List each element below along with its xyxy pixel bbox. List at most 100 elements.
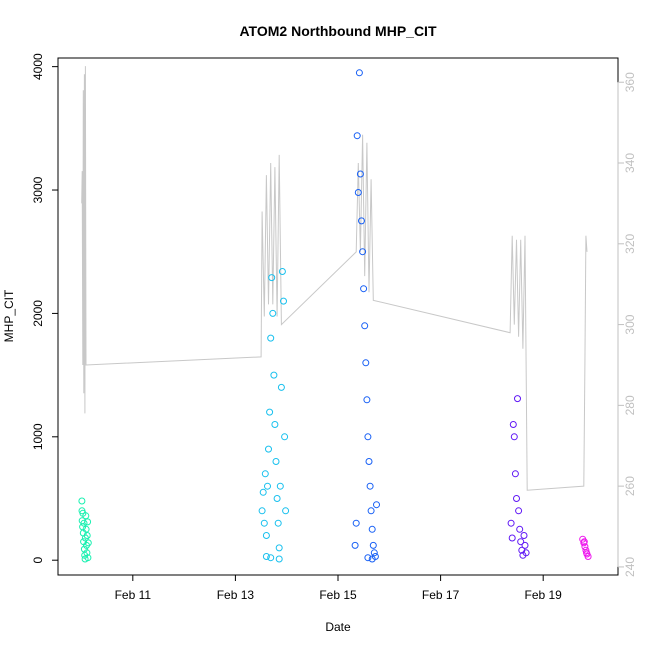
data-point-series-2 xyxy=(276,482,284,490)
x-axis: Feb 11 Feb 13 Feb 15 Feb 17 Feb 19 xyxy=(115,574,563,602)
y2-axis: 240 260 280 300 320 340 360 xyxy=(617,72,637,577)
data-point-series-3 xyxy=(356,170,364,178)
data-point-series-3 xyxy=(351,541,359,549)
data-point-series-2 xyxy=(267,334,275,342)
data-point-series-2 xyxy=(265,445,272,453)
data-point-series-2 xyxy=(272,458,280,465)
data-point-series-1 xyxy=(78,497,86,505)
data-point-series-4 xyxy=(507,519,515,527)
data-point-series-4 xyxy=(508,534,516,542)
data-point-series-1 xyxy=(80,519,88,527)
y-axis-label: MHP_CIT xyxy=(2,289,16,342)
data-point-series-2 xyxy=(271,421,279,428)
data-point-series-1 xyxy=(84,554,92,562)
data-points xyxy=(78,69,592,563)
data-point-series-2 xyxy=(268,274,276,282)
y2-tick-label: 300 xyxy=(623,314,637,334)
data-point-series-2 xyxy=(281,433,289,441)
data-point-series-4 xyxy=(510,433,518,441)
data-point-series-3 xyxy=(370,549,378,557)
data-point-series-1 xyxy=(84,518,92,526)
data-point-series-2 xyxy=(259,488,267,496)
data-point-series-2 xyxy=(280,297,287,305)
x-tick-label: Feb 15 xyxy=(319,588,357,602)
data-point-series-1 xyxy=(82,512,90,520)
data-point-series-2 xyxy=(266,408,274,416)
data-point-series-3 xyxy=(361,322,369,330)
data-point-series-3 xyxy=(359,248,367,256)
data-point-series-2 xyxy=(273,495,281,502)
x-tick-label: Feb 19 xyxy=(525,588,563,602)
data-point-series-2 xyxy=(260,519,268,527)
y-tick-label: 0 xyxy=(31,557,45,564)
x-tick-label: Feb 17 xyxy=(422,588,460,602)
y2-tick-label: 280 xyxy=(623,395,637,415)
data-point-series-4 xyxy=(511,470,519,478)
data-point-series-3 xyxy=(364,433,372,441)
data-point-series-3 xyxy=(366,482,374,490)
plot-frame xyxy=(57,57,619,576)
data-point-series-4 xyxy=(514,395,521,403)
data-point-series-3 xyxy=(369,541,377,549)
data-point-series-2 xyxy=(262,532,270,539)
data-point-series-3 xyxy=(365,458,373,465)
data-point-series-3 xyxy=(354,189,362,196)
secondary-line xyxy=(81,66,588,491)
data-point-series-2 xyxy=(270,371,278,379)
data-point-series-4 xyxy=(513,495,520,502)
chart-title: ATOM2 Northbound MHP_CIT xyxy=(239,23,436,39)
data-point-series-1 xyxy=(83,532,91,539)
x-tick-label: Feb 11 xyxy=(115,588,152,602)
data-point-series-2 xyxy=(278,268,286,275)
y2-tick-label: 240 xyxy=(623,557,637,577)
data-point-series-4 xyxy=(522,549,530,557)
data-point-series-2 xyxy=(275,544,283,552)
y2-tick-label: 360 xyxy=(623,72,637,92)
data-point-series-4 xyxy=(520,532,528,539)
y2-tick-label: 340 xyxy=(623,153,637,173)
secondary-series-line xyxy=(81,66,588,491)
data-point-series-3 xyxy=(368,525,376,533)
y-tick-label: 3000 xyxy=(31,176,45,203)
y-tick-label: 1000 xyxy=(31,423,45,450)
data-point-series-4 xyxy=(521,541,529,549)
data-point-series-4 xyxy=(509,421,517,428)
data-point-series-5 xyxy=(580,538,588,546)
data-point-series-5 xyxy=(581,543,589,551)
data-point-series-3 xyxy=(352,519,360,527)
data-point-series-1 xyxy=(84,539,92,547)
data-point-series-3 xyxy=(355,69,363,77)
data-point-series-2 xyxy=(258,507,266,515)
data-point-series-2 xyxy=(262,553,270,560)
y2-tick-label: 260 xyxy=(623,476,637,496)
data-point-series-3 xyxy=(353,132,361,140)
data-point-series-3 xyxy=(363,396,371,404)
data-point-series-2 xyxy=(277,383,285,391)
data-point-series-5 xyxy=(583,549,590,557)
data-point-series-2 xyxy=(269,309,277,317)
data-point-series-3 xyxy=(367,507,375,515)
y-tick-label: 4000 xyxy=(31,53,45,80)
data-point-series-2 xyxy=(267,554,275,562)
data-point-series-4 xyxy=(515,507,523,515)
data-point-series-2 xyxy=(275,555,283,563)
y2-tick-label: 320 xyxy=(623,233,637,253)
data-point-series-3 xyxy=(368,555,376,563)
data-point-series-1 xyxy=(83,549,91,557)
data-point-series-3 xyxy=(364,554,372,562)
data-point-series-3 xyxy=(358,217,365,225)
data-point-series-4 xyxy=(516,525,524,533)
y-axis: 0 1000 2000 3000 4000 xyxy=(31,53,59,564)
x-tick-label: Feb 13 xyxy=(217,588,255,602)
x-axis-label: Date xyxy=(325,620,351,634)
data-point-series-5 xyxy=(584,553,592,560)
data-point-series-3 xyxy=(362,359,370,367)
data-point-series-2 xyxy=(274,519,282,527)
data-point-series-2 xyxy=(261,470,269,478)
data-point-series-3 xyxy=(360,285,368,293)
data-point-series-2 xyxy=(282,507,290,515)
data-point-series-2 xyxy=(264,482,271,490)
data-point-series-3 xyxy=(373,501,380,509)
y-tick-label: 2000 xyxy=(31,300,45,327)
